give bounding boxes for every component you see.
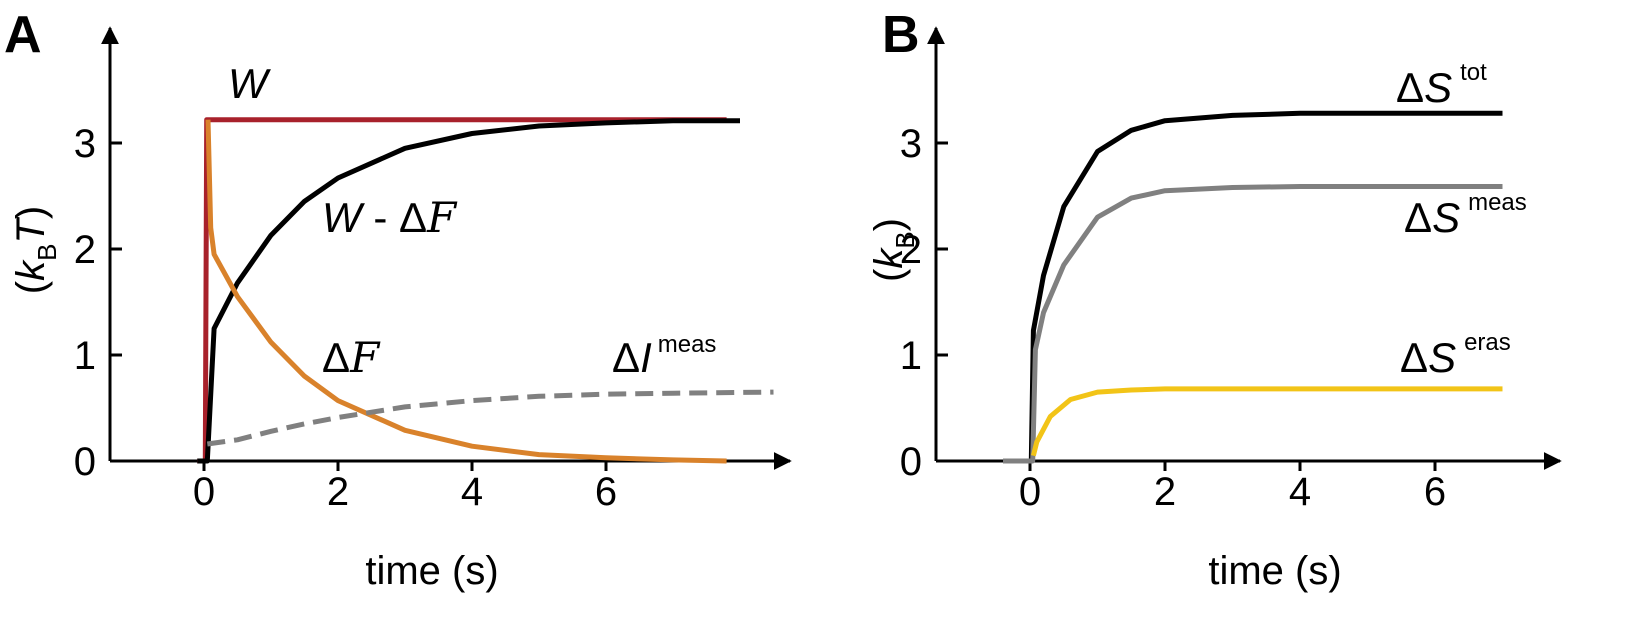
y-tick-label: 2 [74,228,96,272]
x-tick-label: 2 [1154,470,1176,514]
series-label-df: ΔF [322,333,381,382]
panel-letter-a: A [4,6,42,64]
series-label-stot: ΔS tot [1396,59,1487,111]
x-axis-label-b: time (s) [1208,549,1341,593]
panel-letter-b: B [882,6,920,64]
svg-text:(kBT): (kBT) [9,206,62,294]
y-axis-label-a: (kBT) [9,206,62,294]
series-labels-a: W W - ΔF ΔF ΔI meas [228,60,716,382]
series-labels-b: ΔS tot ΔS meas ΔS eras [1396,59,1527,381]
series-label-seras: ΔS eras [1400,329,1511,381]
panel-a: A (kBT) 0 2 4 6 0 1 2 3 W W - ΔF ΔF ΔI meas time (s… [4,6,792,593]
series-line-w-df [197,118,740,464]
lines-a [197,117,774,464]
series-line-stot [1028,110,1503,462]
y-tick-label: 3 [74,122,96,166]
series-line-df [205,119,727,464]
y-tick-label: 2 [900,228,922,272]
y-tick-label: 1 [74,334,96,378]
x-tick-label: 4 [461,470,483,514]
y-tick-label: 1 [900,334,922,378]
series-label-w-df: W - ΔF [322,193,458,242]
x-tick-label: 6 [1424,470,1446,514]
series-label-di: ΔI meas [612,331,716,381]
y-axis-label-b: (kB) [867,218,920,282]
svg-text:(kB): (kB) [867,218,920,282]
y-tick-label: 3 [900,122,922,166]
y-tick-label: 0 [74,440,96,484]
series-label-smeas: ΔS meas [1404,189,1527,241]
x-axis-label-a: time (s) [365,549,498,593]
series-label-w: W [228,60,271,107]
y-tick-label: 0 [900,440,922,484]
axes-a: 0 2 4 6 0 1 2 3 [74,26,792,514]
series-line-di [206,389,774,447]
x-tick-label: 0 [193,470,215,514]
series-line-smeas [1003,184,1503,464]
x-tick-label: 6 [595,470,617,514]
axes-b: 0 2 4 6 0 1 2 3 [900,26,1562,514]
lines-b [1003,110,1503,464]
series-line-seras [1030,386,1503,457]
x-tick-label: 2 [327,470,349,514]
x-tick-label: 0 [1019,470,1041,514]
series-line-w [197,117,727,464]
panel-b: B (kB) 0 2 4 6 0 1 2 3 ΔS tot ΔS meas ΔS eras time (… [867,6,1562,593]
x-tick-label: 4 [1289,470,1311,514]
